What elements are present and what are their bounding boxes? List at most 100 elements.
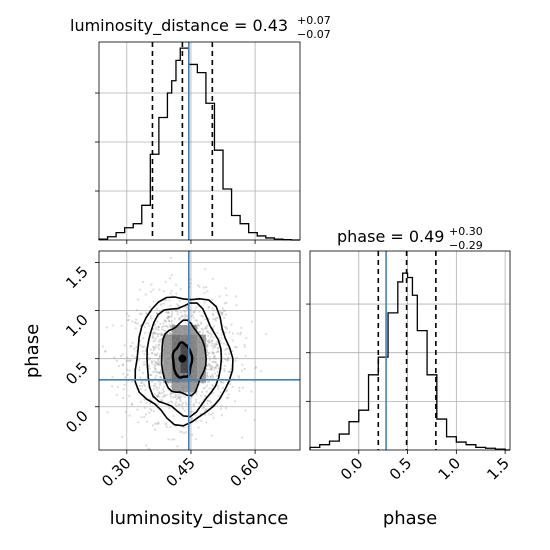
scatter-point xyxy=(200,394,203,397)
scatter-point xyxy=(121,435,124,438)
scatter-point xyxy=(150,283,153,286)
scatter-point xyxy=(225,294,228,297)
scatter-point xyxy=(223,302,226,305)
scatter-point xyxy=(153,366,156,369)
scatter-point xyxy=(176,310,179,313)
scatter-point xyxy=(156,394,159,398)
scatter-point xyxy=(163,394,166,397)
scatter-point xyxy=(130,402,133,406)
scatter-point xyxy=(243,343,246,346)
scatter-point xyxy=(157,360,160,363)
scatter-point xyxy=(226,396,229,399)
scatter-point xyxy=(142,337,145,340)
phase-xlabel: phase xyxy=(383,508,437,529)
scatter-point xyxy=(201,315,204,318)
scatter-point xyxy=(139,324,142,327)
scatter-point xyxy=(240,436,244,439)
scatter-point xyxy=(168,323,171,326)
scatter-point xyxy=(197,284,200,287)
scatter-point xyxy=(209,401,212,404)
joint-contour-2 xyxy=(146,302,223,418)
scatter-point xyxy=(216,363,219,366)
scatter-point xyxy=(157,421,160,424)
scatter-point xyxy=(157,395,160,398)
joint-xtick-label-1: 0.45 xyxy=(162,454,198,490)
scatter-point xyxy=(189,282,192,285)
scatter-point xyxy=(127,318,131,322)
scatter-point xyxy=(157,392,160,395)
scatter-point xyxy=(157,357,160,360)
scatter-point xyxy=(211,351,214,354)
scatter-point xyxy=(153,331,156,334)
scatter-point xyxy=(175,303,179,306)
scatter-point xyxy=(159,303,163,307)
scatter-point xyxy=(178,317,181,320)
title-phase-main: phase = 0.49 xyxy=(337,227,444,246)
scatter-point xyxy=(207,334,210,337)
scatter-point xyxy=(160,332,163,335)
scatter-point xyxy=(225,348,228,351)
joint-contour-0 xyxy=(171,341,194,379)
scatter-point xyxy=(155,370,158,373)
scatter-point xyxy=(217,350,220,353)
scatter-point xyxy=(176,313,179,316)
scatter-point xyxy=(167,316,170,319)
scatter-point xyxy=(184,313,187,316)
scatter-point xyxy=(160,369,163,372)
density-cell xyxy=(163,334,172,383)
scatter-point xyxy=(167,438,170,441)
scatter-point xyxy=(164,422,167,425)
scatter-point xyxy=(208,368,211,371)
scatter-point xyxy=(153,364,157,367)
scatter-point xyxy=(205,421,208,424)
scatter-point xyxy=(149,402,152,405)
scatter-point xyxy=(175,292,178,295)
scatter-point xyxy=(201,407,204,410)
scatter-point xyxy=(195,420,198,423)
scatter-point xyxy=(208,358,212,361)
scatter-point xyxy=(231,349,234,353)
scatter-point xyxy=(175,395,178,398)
joint-ylabel: phase xyxy=(22,324,43,378)
scatter-point xyxy=(176,445,179,448)
scatter-point xyxy=(213,368,216,371)
scatter-point xyxy=(209,413,213,416)
scatter-point xyxy=(152,300,155,303)
scatter-point xyxy=(169,395,172,398)
scatter-point xyxy=(157,333,160,336)
scatter-point xyxy=(167,315,170,318)
scatter-point xyxy=(229,370,232,373)
scatter-point xyxy=(215,364,218,367)
scatter-point xyxy=(157,380,160,383)
scatter-point xyxy=(207,306,211,309)
scatter-point xyxy=(126,373,129,376)
scatter-point xyxy=(225,301,228,304)
scatter-point xyxy=(205,348,208,351)
scatter-point xyxy=(194,398,197,401)
scatter-point xyxy=(198,331,201,334)
scatter-point xyxy=(215,343,218,346)
scatter-point xyxy=(206,344,209,347)
scatter-point xyxy=(215,316,218,319)
scatter-point xyxy=(145,322,148,325)
scatter-point xyxy=(212,314,215,317)
scatter-point xyxy=(200,314,203,317)
scatter-point xyxy=(216,346,219,350)
scatter-point xyxy=(145,444,148,447)
scatter-point xyxy=(115,359,118,362)
scatter-point xyxy=(180,315,183,318)
scatter-point xyxy=(213,366,216,369)
scatter-point xyxy=(202,328,205,331)
scatter-point xyxy=(154,326,157,329)
scatter-point xyxy=(121,353,124,356)
scatter-point xyxy=(194,438,197,441)
scatter-point xyxy=(205,408,208,411)
scatter-point xyxy=(170,274,173,277)
scatter-point xyxy=(104,350,107,353)
scatter-point xyxy=(159,322,162,325)
scatter-point xyxy=(166,316,169,319)
scatter-point xyxy=(207,399,210,403)
scatter-point xyxy=(150,409,153,412)
scatter-point xyxy=(174,403,177,406)
density-cell xyxy=(180,373,189,383)
